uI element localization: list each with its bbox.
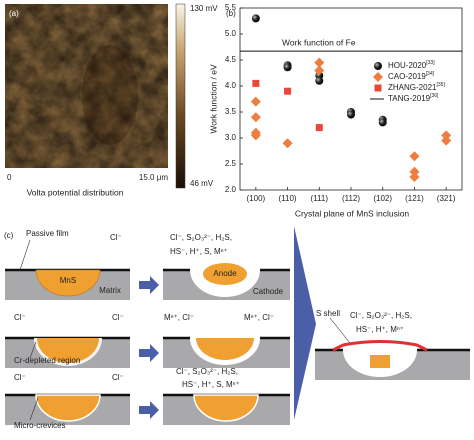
point	[314, 57, 325, 68]
x-start: 0	[7, 173, 12, 182]
legend-ref: [35]	[436, 82, 445, 88]
point	[409, 166, 420, 177]
y-tick-label: 3.0	[225, 133, 237, 142]
y-tick-label: 2.5	[225, 159, 237, 168]
point	[314, 65, 325, 76]
point	[252, 79, 260, 87]
point	[378, 118, 387, 127]
potential-map-texture	[5, 4, 168, 168]
y-tick-label: 5.5	[225, 3, 237, 12]
point	[441, 130, 452, 141]
panel-b: (b) Crystal plane of MnS inclusion Work …	[208, 3, 463, 218]
label: Cr-depleted region	[14, 356, 80, 365]
legend-marker	[374, 84, 382, 92]
caption: Volta potential distribution	[27, 187, 124, 197]
legend-marker	[374, 62, 382, 70]
scale-max: 130 mV	[190, 4, 218, 13]
color-bar	[175, 3, 186, 189]
label: Passive film	[26, 229, 69, 238]
y-tick-label: 4.0	[225, 81, 237, 90]
panel-label: (b)	[226, 9, 236, 18]
x-tick-label: (102)	[373, 194, 392, 203]
point	[284, 87, 292, 95]
label: S shell	[316, 309, 340, 318]
ion-label: Cl⁻, S₂O₃²⁻, H₂S,	[170, 233, 232, 242]
ion-label: HS⁻, H⁺, Mⁿ⁺	[356, 325, 404, 334]
legend-name: ZHANG-2021	[388, 83, 437, 92]
panel-label: (c)	[4, 231, 14, 240]
ion-label: Mⁿ⁺, Cl⁻	[244, 313, 274, 322]
point	[409, 151, 420, 162]
y-tick-label: 4.5	[225, 55, 237, 64]
x-tick-label: (100)	[247, 194, 266, 203]
point	[315, 124, 323, 132]
y-axis-label: Work function / eV	[208, 64, 218, 134]
y-tick-label: 5.0	[225, 29, 237, 38]
legend-name: CAO-2019	[388, 72, 426, 81]
legend-ref: [33]	[426, 60, 435, 66]
point	[409, 172, 420, 182]
ion-label: HS⁻, H⁺, S, Mⁿ⁺	[170, 247, 228, 256]
point	[283, 63, 292, 72]
ion-label: Cl⁻	[14, 313, 26, 322]
point	[282, 138, 293, 149]
ion-label: Cl⁻, S₂O₃²⁻, H₂S,	[350, 311, 412, 320]
legend-entry: HOU-2020[33]	[388, 60, 435, 70]
point	[315, 76, 324, 85]
label: Matrix	[99, 286, 121, 295]
point	[251, 14, 260, 23]
panel-a: (a) 130 mV 46 mV 0 15.0 μm Volta potenti…	[5, 3, 218, 197]
x-tick-label: (112)	[342, 194, 360, 203]
label: Anode	[213, 269, 237, 278]
dark-region	[82, 45, 138, 145]
panel-label: (a)	[9, 9, 19, 18]
legend-ref: [36]	[430, 93, 439, 99]
x-tick-label: (110)	[279, 194, 297, 203]
ion-label: HS⁻, H⁺, S, Mⁿ⁺	[182, 380, 240, 389]
point	[441, 135, 452, 146]
panel-c: (c)	[4, 226, 470, 430]
ion-label: Cl⁻	[14, 373, 26, 382]
y-tick-label: 3.5	[225, 107, 237, 116]
x-end: 15.0 μm	[139, 173, 168, 182]
legend-name: HOU-2020	[388, 61, 427, 70]
point	[250, 112, 261, 123]
ion-label: Mⁿ⁺, Cl⁻	[164, 313, 194, 322]
legend-entry: CAO-2019[34]	[388, 71, 435, 81]
y-tick-label: 2.0	[225, 185, 237, 194]
label: MnS	[60, 276, 76, 285]
legend-entry: TANG-2019[36]	[388, 93, 439, 103]
point	[347, 110, 355, 119]
x-tick-label: (121)	[405, 194, 424, 203]
legend-name: TANG-2019	[388, 94, 431, 103]
ion-label: Cl⁻, S₂O₃²⁻, H₂S,	[176, 367, 238, 376]
point	[250, 130, 261, 141]
label: Cathode	[253, 287, 284, 296]
scale-min: 46 mV	[190, 179, 214, 188]
label: Micro-crevices	[14, 421, 66, 430]
x-tick-label: (111)	[311, 194, 329, 203]
ion-label: Cl⁻	[110, 233, 122, 242]
legend-ref: [34]	[426, 71, 435, 77]
legend-marker	[373, 72, 383, 82]
x-axis-label: Crystal plane of MnS inclusion	[295, 208, 410, 218]
annotation: Work function of Fe	[282, 37, 356, 47]
x-tick-label: (321)	[437, 194, 456, 203]
point	[250, 96, 261, 107]
ion-label: Cl⁻	[112, 373, 124, 382]
legend-entry: ZHANG-2021[35]	[388, 82, 445, 92]
ion-label: Cl⁻	[112, 313, 124, 322]
